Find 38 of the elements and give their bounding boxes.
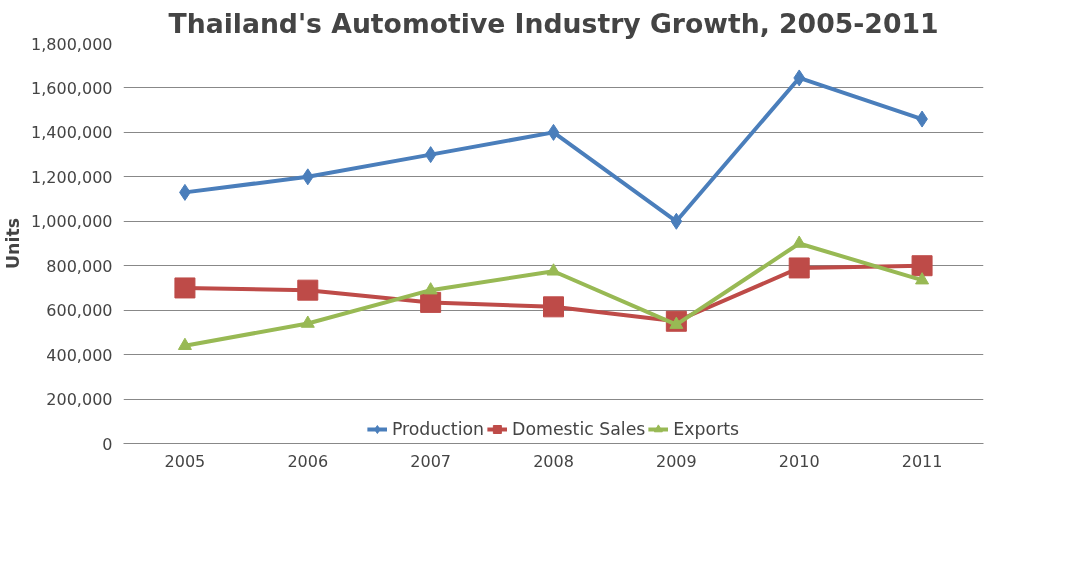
point — [788, 257, 810, 279]
point — [301, 168, 314, 186]
y-tick-label: 1,600,000 — [31, 78, 113, 98]
point — [297, 279, 319, 301]
point — [424, 146, 437, 164]
point — [423, 282, 438, 295]
x-tick-label: 2011 — [901, 451, 943, 471]
point — [793, 69, 806, 87]
y-tick-label: 1,800,000 — [31, 34, 113, 54]
x-tick-label: 2006 — [287, 451, 329, 471]
point — [174, 277, 196, 299]
point — [300, 315, 315, 328]
y-axis-title: Units — [3, 218, 24, 269]
point — [792, 235, 807, 248]
y-tick-label: 1,400,000 — [31, 123, 113, 143]
y-tick-label: 1,000,000 — [31, 212, 113, 232]
y-tick-label: 400,000 — [46, 345, 113, 365]
point — [911, 255, 933, 277]
point — [543, 296, 564, 318]
y-tick-label: 600,000 — [46, 301, 113, 321]
y-tick-label: 800,000 — [46, 256, 113, 276]
y-tick-label: 0 — [102, 434, 113, 454]
x-tick-label: 2009 — [656, 451, 697, 471]
legend-label: Domestic Sales — [512, 419, 646, 439]
point — [915, 272, 930, 285]
y-tick-label: 200,000 — [46, 390, 113, 410]
point — [177, 337, 192, 350]
point — [670, 212, 683, 230]
point — [546, 263, 561, 276]
x-tick-label: 2010 — [778, 451, 820, 471]
x-tick-label: 2005 — [164, 451, 206, 471]
legend-label: Exports — [673, 419, 740, 439]
legend-label: Production — [391, 419, 485, 439]
x-tick-label: 2008 — [533, 451, 574, 471]
chart-title: Thailand's Automotive Industry Growth, 2005-2011 — [168, 7, 939, 39]
x-tick-label: 2007 — [410, 451, 451, 471]
y-tick-label: 1,200,000 — [31, 167, 113, 187]
point — [547, 123, 560, 141]
